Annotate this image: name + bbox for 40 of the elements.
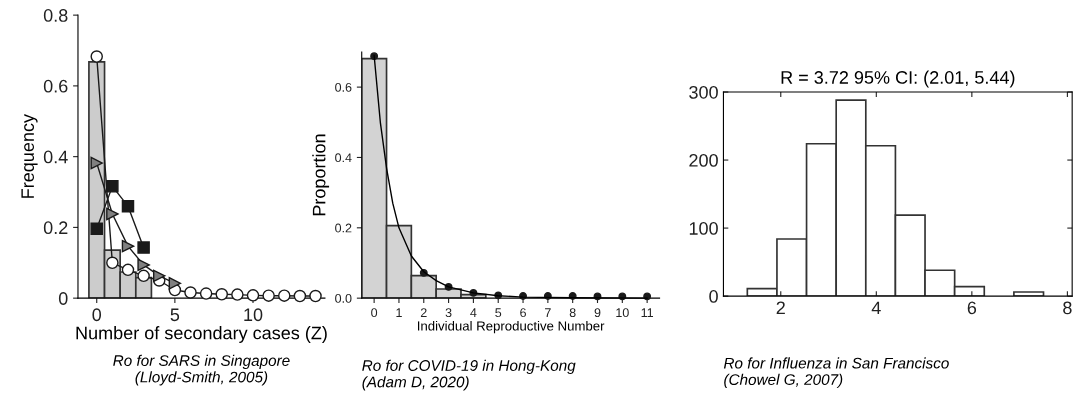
x-tick-label: 9 [594, 308, 601, 318]
x-tick-label: 8 [569, 308, 576, 318]
x-tick-label: 0 [92, 308, 102, 322]
y-tick-label: 0 [709, 290, 718, 303]
y-tick-label: 0.2 [43, 221, 68, 235]
x-tick-label: 5 [170, 308, 180, 322]
y-tick-label: 0.8 [43, 9, 68, 22]
x-tick-label: 7 [545, 308, 551, 317]
x-tick-label: 1 [396, 308, 402, 317]
x-tick-label: 10 [616, 308, 629, 318]
y-tick-label: 100 [689, 222, 718, 235]
x-axis-title: Individual Reproductive Number [417, 320, 605, 334]
y-tick-label: 200 [689, 153, 718, 167]
x-tick-label: 0 [371, 308, 378, 318]
y-tick-label: 0.2 [335, 223, 352, 233]
text: Ro for SARS in Singapore (Lloyd-Smith, 2005) [113, 354, 290, 386]
x-tick-label: 11 [641, 308, 654, 317]
x-tick-label: 2 [420, 308, 427, 317]
text: Ro for Influenza in San Francisco (Chowel G, 2007) [723, 357, 949, 389]
x-tick-label: 6 [520, 308, 526, 318]
x-tick-label: 5 [495, 308, 502, 318]
y-axis-title: Proportion [312, 134, 330, 216]
y-tick-label: 300 [689, 85, 718, 99]
x-tick-label: 10 [244, 308, 263, 322]
y-tick-label: 0.4 [43, 150, 68, 164]
x-tick-label: 3 [445, 308, 452, 318]
text: Ro for COVID-19 in Hong-Kong (Adam D, 2020) [362, 359, 576, 391]
x-tick-label: 4 [871, 301, 881, 315]
x-tick-label: 8 [1063, 301, 1072, 315]
y-tick-label: 0.6 [335, 82, 352, 92]
y-tick-label: 0.0 [335, 293, 352, 303]
x-tick-label: 4 [470, 308, 477, 317]
y-tick-label: 0 [58, 292, 68, 305]
y-tick-label: 0.6 [43, 79, 68, 93]
chart-title: R = 3.72 95% CI: (2.01, 5.44) [781, 70, 1015, 88]
y-tick-label: 0.4 [335, 153, 352, 163]
x-tick-label: 2 [776, 301, 785, 315]
x-tick-label: 6 [967, 301, 977, 315]
y-axis-title: Frequency [21, 114, 38, 198]
x-axis-title: Number of secondary cases (Z) [76, 326, 327, 343]
